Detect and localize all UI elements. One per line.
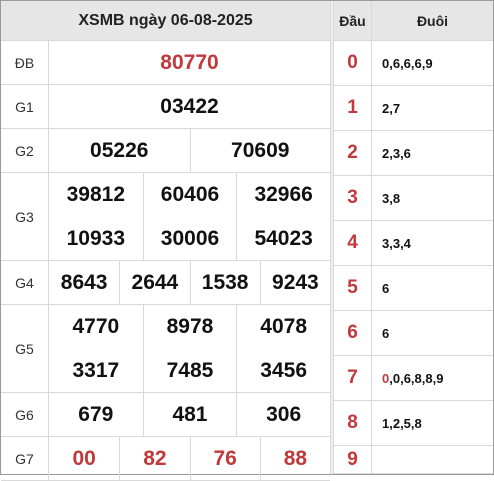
prize-number: 3456 bbox=[236, 349, 330, 393]
prize-row: G4 8643 2644 1538 9243 bbox=[1, 261, 330, 305]
prize-label: ĐB bbox=[1, 41, 49, 84]
tail-column-label: Đuôi bbox=[416, 12, 449, 29]
prize-number: 82 bbox=[119, 437, 189, 481]
prize-number: 4770 bbox=[72, 315, 120, 338]
tail-values: 3,8 bbox=[382, 190, 401, 206]
tail-digits: 3,3,4 bbox=[372, 221, 493, 265]
prize-number: 88 bbox=[259, 437, 330, 481]
prize-label: G6 bbox=[1, 393, 49, 436]
prize-number: 10933 bbox=[66, 227, 126, 250]
tail-values: 6 bbox=[382, 325, 390, 341]
tail-values: 1,2,5,8 bbox=[382, 415, 422, 431]
prize-number: 306 bbox=[236, 393, 330, 437]
prize-number: 7485 bbox=[142, 349, 237, 393]
head-digit: 1 bbox=[334, 86, 372, 130]
prize-number: 8978 bbox=[142, 305, 237, 349]
tail-digits bbox=[372, 446, 493, 473]
head-digit: 9 bbox=[334, 446, 372, 473]
prize-number: 8643 bbox=[60, 271, 108, 294]
tail-values: 0,6,6,6,9 bbox=[382, 55, 433, 71]
prize-label: G5 bbox=[1, 305, 49, 392]
prize-number: 39812 bbox=[66, 183, 126, 206]
tail-digits: 1,2,5,8 bbox=[372, 401, 493, 445]
loto-row: 8 1,2,5,8 bbox=[334, 401, 493, 446]
prize-number: 32966 bbox=[236, 173, 330, 217]
tail-values: ,0,6,8,8,9 bbox=[389, 370, 444, 386]
prize-number: 03422 bbox=[160, 95, 219, 118]
head-digit: 7 bbox=[334, 356, 372, 400]
tail-digits: 3,8 bbox=[372, 176, 493, 220]
prize-number: 679 bbox=[78, 403, 114, 426]
prize-number: 481 bbox=[142, 393, 237, 437]
prize-row: G1 03422 bbox=[1, 85, 330, 129]
head-digit: 5 bbox=[334, 266, 372, 310]
prize-row: G6 679 481 306 bbox=[1, 393, 330, 437]
tail-digits: 0,6,6,6,9 bbox=[372, 41, 493, 85]
loto-row: 7 0,0,6,8,8,9 bbox=[334, 356, 493, 401]
tail-values: 3,3,4 bbox=[382, 235, 411, 251]
prize-row: ĐB 80770 bbox=[1, 41, 330, 85]
prize-row: G3 39812 60406 32966 10933 30006 54023 bbox=[1, 173, 330, 261]
loto-row: 3 3,8 bbox=[334, 176, 493, 221]
tail-digits: 6 bbox=[372, 266, 493, 310]
prize-number: 70609 bbox=[189, 129, 331, 173]
prize-number: 80770 bbox=[160, 51, 219, 74]
prize-number: 4078 bbox=[236, 305, 330, 349]
tail-values: 2,7 bbox=[382, 100, 401, 116]
tail-digits: 2,7 bbox=[372, 86, 493, 130]
loto-row: 2 2,3,6 bbox=[334, 131, 493, 176]
tail-digits: 6 bbox=[372, 311, 493, 355]
prize-label: G1 bbox=[1, 85, 49, 128]
prize-number: 00 bbox=[72, 447, 96, 470]
prize-label: G3 bbox=[1, 173, 49, 260]
head-digit: 6 bbox=[334, 311, 372, 355]
prize-row: G7 00 82 76 88 bbox=[1, 437, 330, 481]
prize-number: 54023 bbox=[236, 217, 330, 261]
table-divider bbox=[330, 1, 334, 474]
head-digit: 8 bbox=[334, 401, 372, 445]
prize-number: 3317 bbox=[72, 359, 120, 382]
tail-digits: 2,3,6 bbox=[372, 131, 493, 175]
tail-digits: 0,0,6,8,8,9 bbox=[372, 356, 493, 400]
tail-values: 6 bbox=[382, 280, 390, 296]
tail-highlight: 0 bbox=[382, 370, 390, 386]
loto-table: Đầu Đuôi 0 0,6,6,6,9 1 2,7 2 2,3,6 3 3,8 4 3,3,4 5… bbox=[334, 1, 493, 474]
prize-number: 76 bbox=[189, 437, 260, 481]
tail-values: 2,3,6 bbox=[382, 145, 411, 161]
prize-number: 30006 bbox=[142, 217, 237, 261]
prize-row: G5 4770 8978 4078 3317 7485 3456 bbox=[1, 305, 330, 393]
loto-row: 4 3,3,4 bbox=[334, 221, 493, 266]
prize-number: 1538 bbox=[189, 261, 260, 305]
prize-number: 60406 bbox=[142, 173, 237, 217]
head-digit: 4 bbox=[334, 221, 372, 265]
prize-number: 2644 bbox=[119, 261, 189, 305]
loto-row: 0 0,6,6,6,9 bbox=[334, 41, 493, 86]
head-digit: 0 bbox=[334, 41, 372, 85]
prize-number: 05226 bbox=[90, 139, 149, 162]
prize-label: G4 bbox=[1, 261, 49, 304]
prize-table: XSMB ngày 06-08-2025 ĐB 80770 G1 03422 G2 052… bbox=[1, 1, 330, 481]
loto-header: Đầu Đuôi bbox=[334, 1, 493, 41]
head-digit: 3 bbox=[334, 176, 372, 220]
prize-label: G2 bbox=[1, 129, 49, 172]
head-column-label: Đầu bbox=[334, 1, 372, 40]
prize-row: G2 05226 70609 bbox=[1, 129, 330, 173]
head-digit: 2 bbox=[334, 131, 372, 175]
results-title: XSMB ngày 06-08-2025 bbox=[1, 1, 330, 41]
loto-row: 9 bbox=[334, 446, 493, 474]
prize-number: 9243 bbox=[259, 261, 330, 305]
prize-label: G7 bbox=[1, 437, 49, 480]
loto-row: 1 2,7 bbox=[334, 86, 493, 131]
